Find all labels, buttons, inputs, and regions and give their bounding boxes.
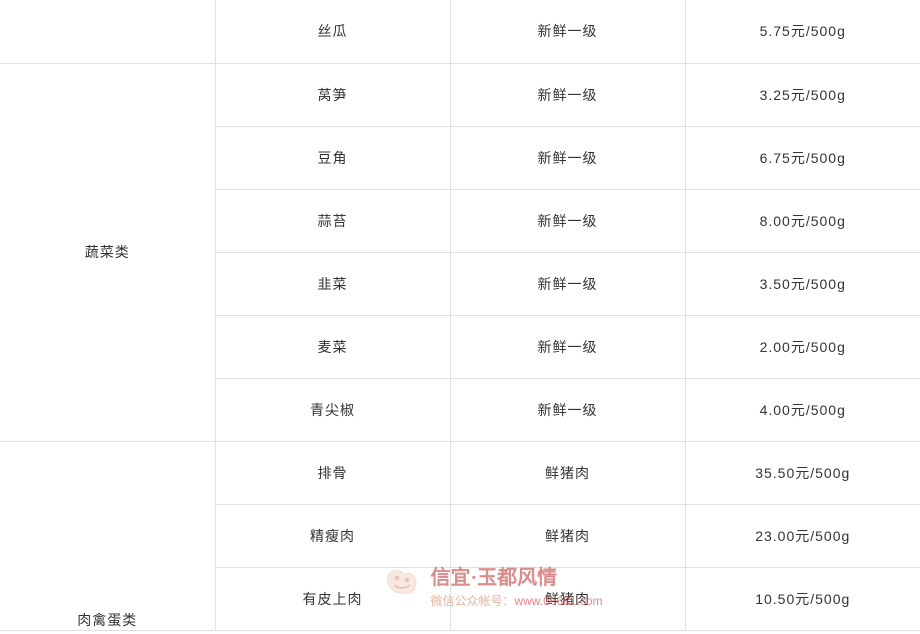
- category-cell-empty: [0, 0, 215, 63]
- table-row: 肉禽蛋类 排骨 鲜猪肉 35.50元/500g: [0, 441, 920, 504]
- item-cell: 麦菜: [215, 315, 450, 378]
- price-cell: 3.25元/500g: [685, 63, 920, 126]
- item-cell: 莴笋: [215, 63, 450, 126]
- item-cell: 青尖椒: [215, 378, 450, 441]
- item-cell: 豆角: [215, 126, 450, 189]
- category-cell-meat: 肉禽蛋类: [0, 441, 215, 630]
- price-cell: 5.75元/500g: [685, 0, 920, 63]
- price-cell: 4.00元/500g: [685, 378, 920, 441]
- item-cell: 有皮上肉: [215, 567, 450, 630]
- table-row: 丝瓜 新鲜一级 5.75元/500g: [0, 0, 920, 63]
- quality-cell: 新鲜一级: [450, 378, 685, 441]
- item-cell: 丝瓜: [215, 0, 450, 63]
- price-cell: 10.50元/500g: [685, 567, 920, 630]
- quality-cell: 新鲜一级: [450, 126, 685, 189]
- price-cell: 23.00元/500g: [685, 504, 920, 567]
- item-cell: 蒜苔: [215, 189, 450, 252]
- quality-cell: 鲜猪肉: [450, 441, 685, 504]
- category-cell-vegetables: 蔬菜类: [0, 63, 215, 441]
- item-cell: 韭菜: [215, 252, 450, 315]
- price-cell: 8.00元/500g: [685, 189, 920, 252]
- quality-cell: 新鲜一级: [450, 315, 685, 378]
- quality-cell: 新鲜一级: [450, 189, 685, 252]
- quality-cell: 鲜猪肉: [450, 504, 685, 567]
- price-cell: 35.50元/500g: [685, 441, 920, 504]
- quality-cell: 新鲜一级: [450, 252, 685, 315]
- price-cell: 6.75元/500g: [685, 126, 920, 189]
- table-body: 丝瓜 新鲜一级 5.75元/500g 蔬菜类 莴笋 新鲜一级 3.25元/500…: [0, 0, 920, 630]
- quality-cell: 鲜猪肉: [450, 567, 685, 630]
- price-cell: 3.50元/500g: [685, 252, 920, 315]
- quality-cell: 新鲜一级: [450, 63, 685, 126]
- item-cell: 精瘦肉: [215, 504, 450, 567]
- quality-cell: 新鲜一级: [450, 0, 685, 63]
- item-cell: 排骨: [215, 441, 450, 504]
- price-table: 丝瓜 新鲜一级 5.75元/500g 蔬菜类 莴笋 新鲜一级 3.25元/500…: [0, 0, 920, 631]
- price-cell: 2.00元/500g: [685, 315, 920, 378]
- table-row: 蔬菜类 莴笋 新鲜一级 3.25元/500g: [0, 63, 920, 126]
